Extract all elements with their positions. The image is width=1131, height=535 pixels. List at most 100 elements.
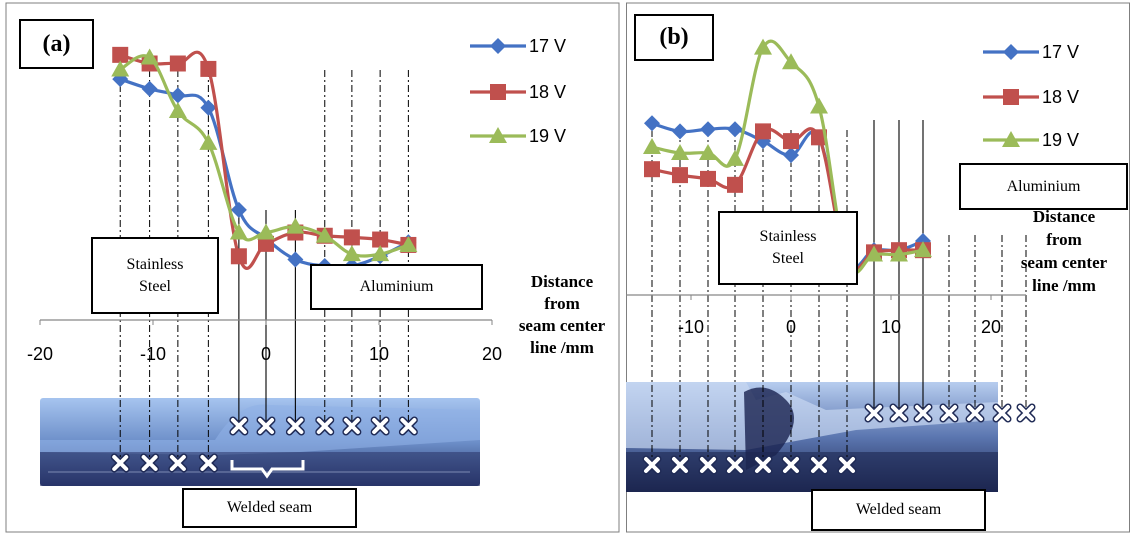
welded-seam-label-a: Welded seam	[226, 499, 313, 516]
x-mark-b-2-stroke	[700, 457, 716, 473]
x-axis-label-b-line3: seam center	[1020, 253, 1108, 272]
x-mark-b-6	[809, 455, 829, 475]
x-mark-b-7	[837, 455, 857, 475]
x-mark-a-8	[342, 416, 362, 436]
x-mark-a-0-stroke	[112, 455, 129, 471]
x-mark-b-1	[670, 455, 690, 475]
x-mark-b-2	[698, 455, 718, 475]
point-b-2-9	[890, 245, 908, 262]
x-mark-a-7	[315, 416, 335, 436]
x-mark-b-3	[725, 455, 745, 475]
point-b-0-5	[783, 147, 799, 164]
x-tick-label-a-1: -10	[140, 344, 166, 364]
point-b-2-3	[726, 149, 744, 166]
point-a-1-9	[372, 231, 389, 248]
a-x-marks	[110, 416, 418, 473]
welded-seam-label-b: Welded seam	[855, 501, 942, 518]
legend-marker-a-0	[490, 38, 506, 54]
chart-a-svg: -20 -10 0 10 20 17 V 18 V 19 V	[5, 2, 620, 533]
point-b-2-5	[782, 53, 800, 70]
stainless-label-b-2: Steel	[772, 250, 804, 267]
aluminium-box-b: Aluminium	[959, 163, 1128, 210]
legend-label-b-1: 18 V	[1042, 87, 1079, 107]
welded-seam-box-a: Welded seam	[182, 488, 357, 528]
x-mark-a-10	[398, 416, 418, 436]
x-mark-b-extra-2	[992, 403, 1012, 423]
aluminium-label-a: Aluminium	[359, 278, 434, 295]
point-b-1-0	[644, 161, 660, 178]
x-mark-b-extra-2-stroke	[994, 405, 1010, 421]
x-mark-a-3	[198, 453, 218, 473]
x-mark-b-7-stroke	[839, 457, 855, 473]
point-b-0-0	[644, 115, 660, 132]
series-b	[643, 38, 932, 275]
point-a-1-5	[258, 235, 274, 252]
x-mark-a-0	[110, 453, 130, 473]
x-mark-a-3-stroke	[200, 455, 217, 471]
point-b-1-1	[672, 167, 688, 184]
point-a-0-3	[200, 99, 217, 116]
x-mark-b-3-stroke	[727, 457, 743, 473]
point-a-0-2	[169, 87, 186, 104]
point-a-0-6	[287, 251, 304, 268]
x-mark-a-9	[370, 416, 390, 436]
aluminium-label-b: Aluminium	[1006, 177, 1081, 195]
x-mark-a-6	[285, 416, 305, 436]
x-mark-a-8-stroke	[343, 418, 360, 434]
x-axis-label-a-line3: seam center	[518, 316, 606, 335]
legend-marker-b-1	[1003, 89, 1019, 105]
legend-a: 17 V 18 V 19 V	[470, 36, 566, 146]
x-mark-b-extra-0-stroke	[941, 405, 957, 421]
point-b-1-2	[700, 170, 716, 187]
point-a-2-6	[286, 217, 305, 234]
x-mark-b-9	[889, 403, 909, 423]
panel-label-b-text: (b)	[659, 24, 689, 50]
x-mark-b-5	[781, 455, 801, 475]
point-a-1-2	[169, 55, 186, 72]
point-a-2-1	[140, 48, 159, 65]
x-axis-label-b-line1: Distance	[1032, 207, 1096, 226]
stainless-label-2: Steel	[139, 277, 171, 295]
point-b-1-5	[783, 133, 799, 150]
x-mark-a-4-stroke	[230, 418, 247, 434]
point-a-2-7	[315, 226, 334, 243]
legend-marker-a-1	[490, 84, 506, 100]
x-mark-b-4	[753, 455, 773, 475]
point-b-2-8	[865, 245, 883, 262]
x-mark-a-1-stroke	[141, 455, 158, 471]
x-axis-label-a-line4: line /mm	[530, 338, 594, 357]
x-tick-label-a-3: 10	[369, 344, 389, 364]
x-axis-label-b: Distance from seam center line /mm	[1004, 205, 1124, 297]
point-b-2-0	[643, 138, 661, 155]
x-tick-label-b-2: 10	[881, 317, 901, 337]
point-b-0-3	[727, 121, 743, 138]
point-a-1-4	[230, 248, 247, 265]
x-mark-a-5-stroke	[258, 418, 274, 434]
x-mark-b-9-stroke	[891, 405, 907, 421]
point-b-1-3	[727, 176, 743, 193]
legend-label-a-1: 18 V	[529, 82, 566, 102]
x-axis-label-a: Distance from seam center line /mm	[497, 271, 627, 359]
x-mark-b-0	[642, 455, 662, 475]
x-axis-label-a-line1: Distance	[530, 272, 594, 291]
point-a-2-10	[399, 235, 418, 252]
x-tick-label-b-0: -10	[678, 317, 704, 337]
panel-a: -20 -10 0 10 20 17 V 18 V 19 V (a) Stainless S…	[5, 2, 620, 533]
x-mark-b-extra-1-stroke	[967, 405, 983, 421]
x-tick-label-b-1: 0	[786, 317, 796, 337]
x-tick-label-a-0: -20	[27, 344, 53, 364]
x-mark-b-5-stroke	[783, 457, 799, 473]
x-mark-a-7-stroke	[316, 418, 333, 434]
x-mark-b-4-stroke	[755, 457, 771, 473]
cross-section-photo-a	[40, 398, 480, 486]
point-a-2-8	[342, 245, 361, 262]
legend-label-b-0: 17 V	[1042, 42, 1079, 62]
x-mark-a-2-stroke	[169, 455, 186, 471]
stainless-label-1: Stainless	[126, 255, 184, 273]
point-a-1-3	[200, 60, 217, 77]
x-mark-b-extra-1	[965, 403, 985, 423]
legend-b: 17 V 18 V 19 V	[983, 42, 1079, 150]
legend-marker-b-2	[1002, 131, 1020, 147]
panel-b: -10 0 10 20 17 V 18 V 19 V (b) Stainless Stee…	[626, 0, 1131, 535]
x-tick-label-b-3: 20	[981, 317, 1001, 337]
